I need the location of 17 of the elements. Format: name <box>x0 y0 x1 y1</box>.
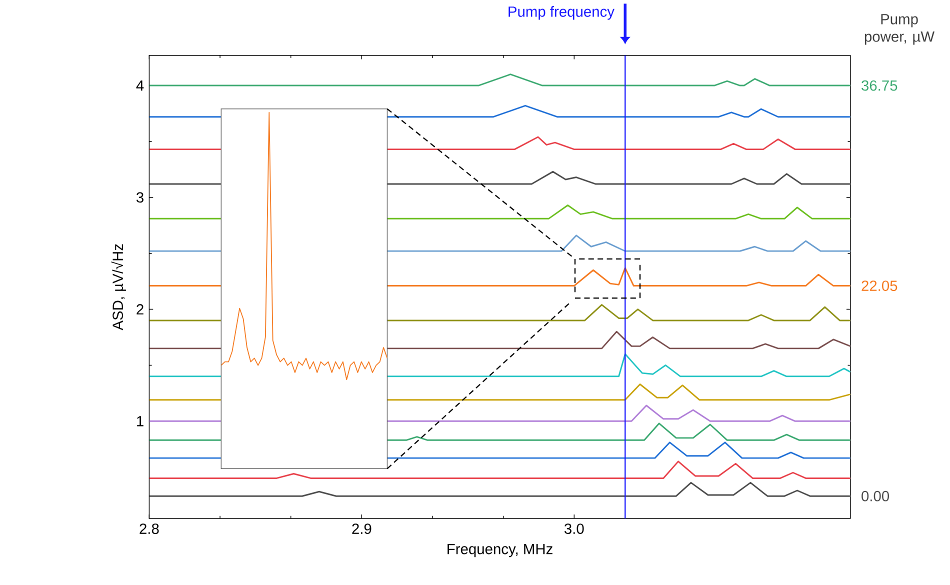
x-tick-label: 2.9 <box>352 524 372 534</box>
y-axis-title: ASD, µV/√Hz <box>111 244 126 330</box>
y-tick-label: 1 <box>137 416 144 426</box>
y-tick-label: 4 <box>136 80 144 91</box>
ref-line-label: Pump frequency <box>508 6 614 20</box>
series-label: 36.75 <box>862 80 898 91</box>
y-tick-label: 3 <box>136 192 144 203</box>
line-series <box>149 482 850 497</box>
y-tick-label: 2 <box>136 304 144 314</box>
x-tick-label: 2.8 <box>140 524 159 534</box>
series-label: 0.00 <box>862 490 890 502</box>
line-series <box>149 460 850 479</box>
series-label: 22.05 <box>862 280 898 292</box>
x-axis-title: Frequency, MHz <box>448 544 552 558</box>
legend-title: Pump power, µW <box>864 14 934 45</box>
x-tick-label: 3.0 <box>564 524 584 534</box>
line-series <box>149 74 850 86</box>
